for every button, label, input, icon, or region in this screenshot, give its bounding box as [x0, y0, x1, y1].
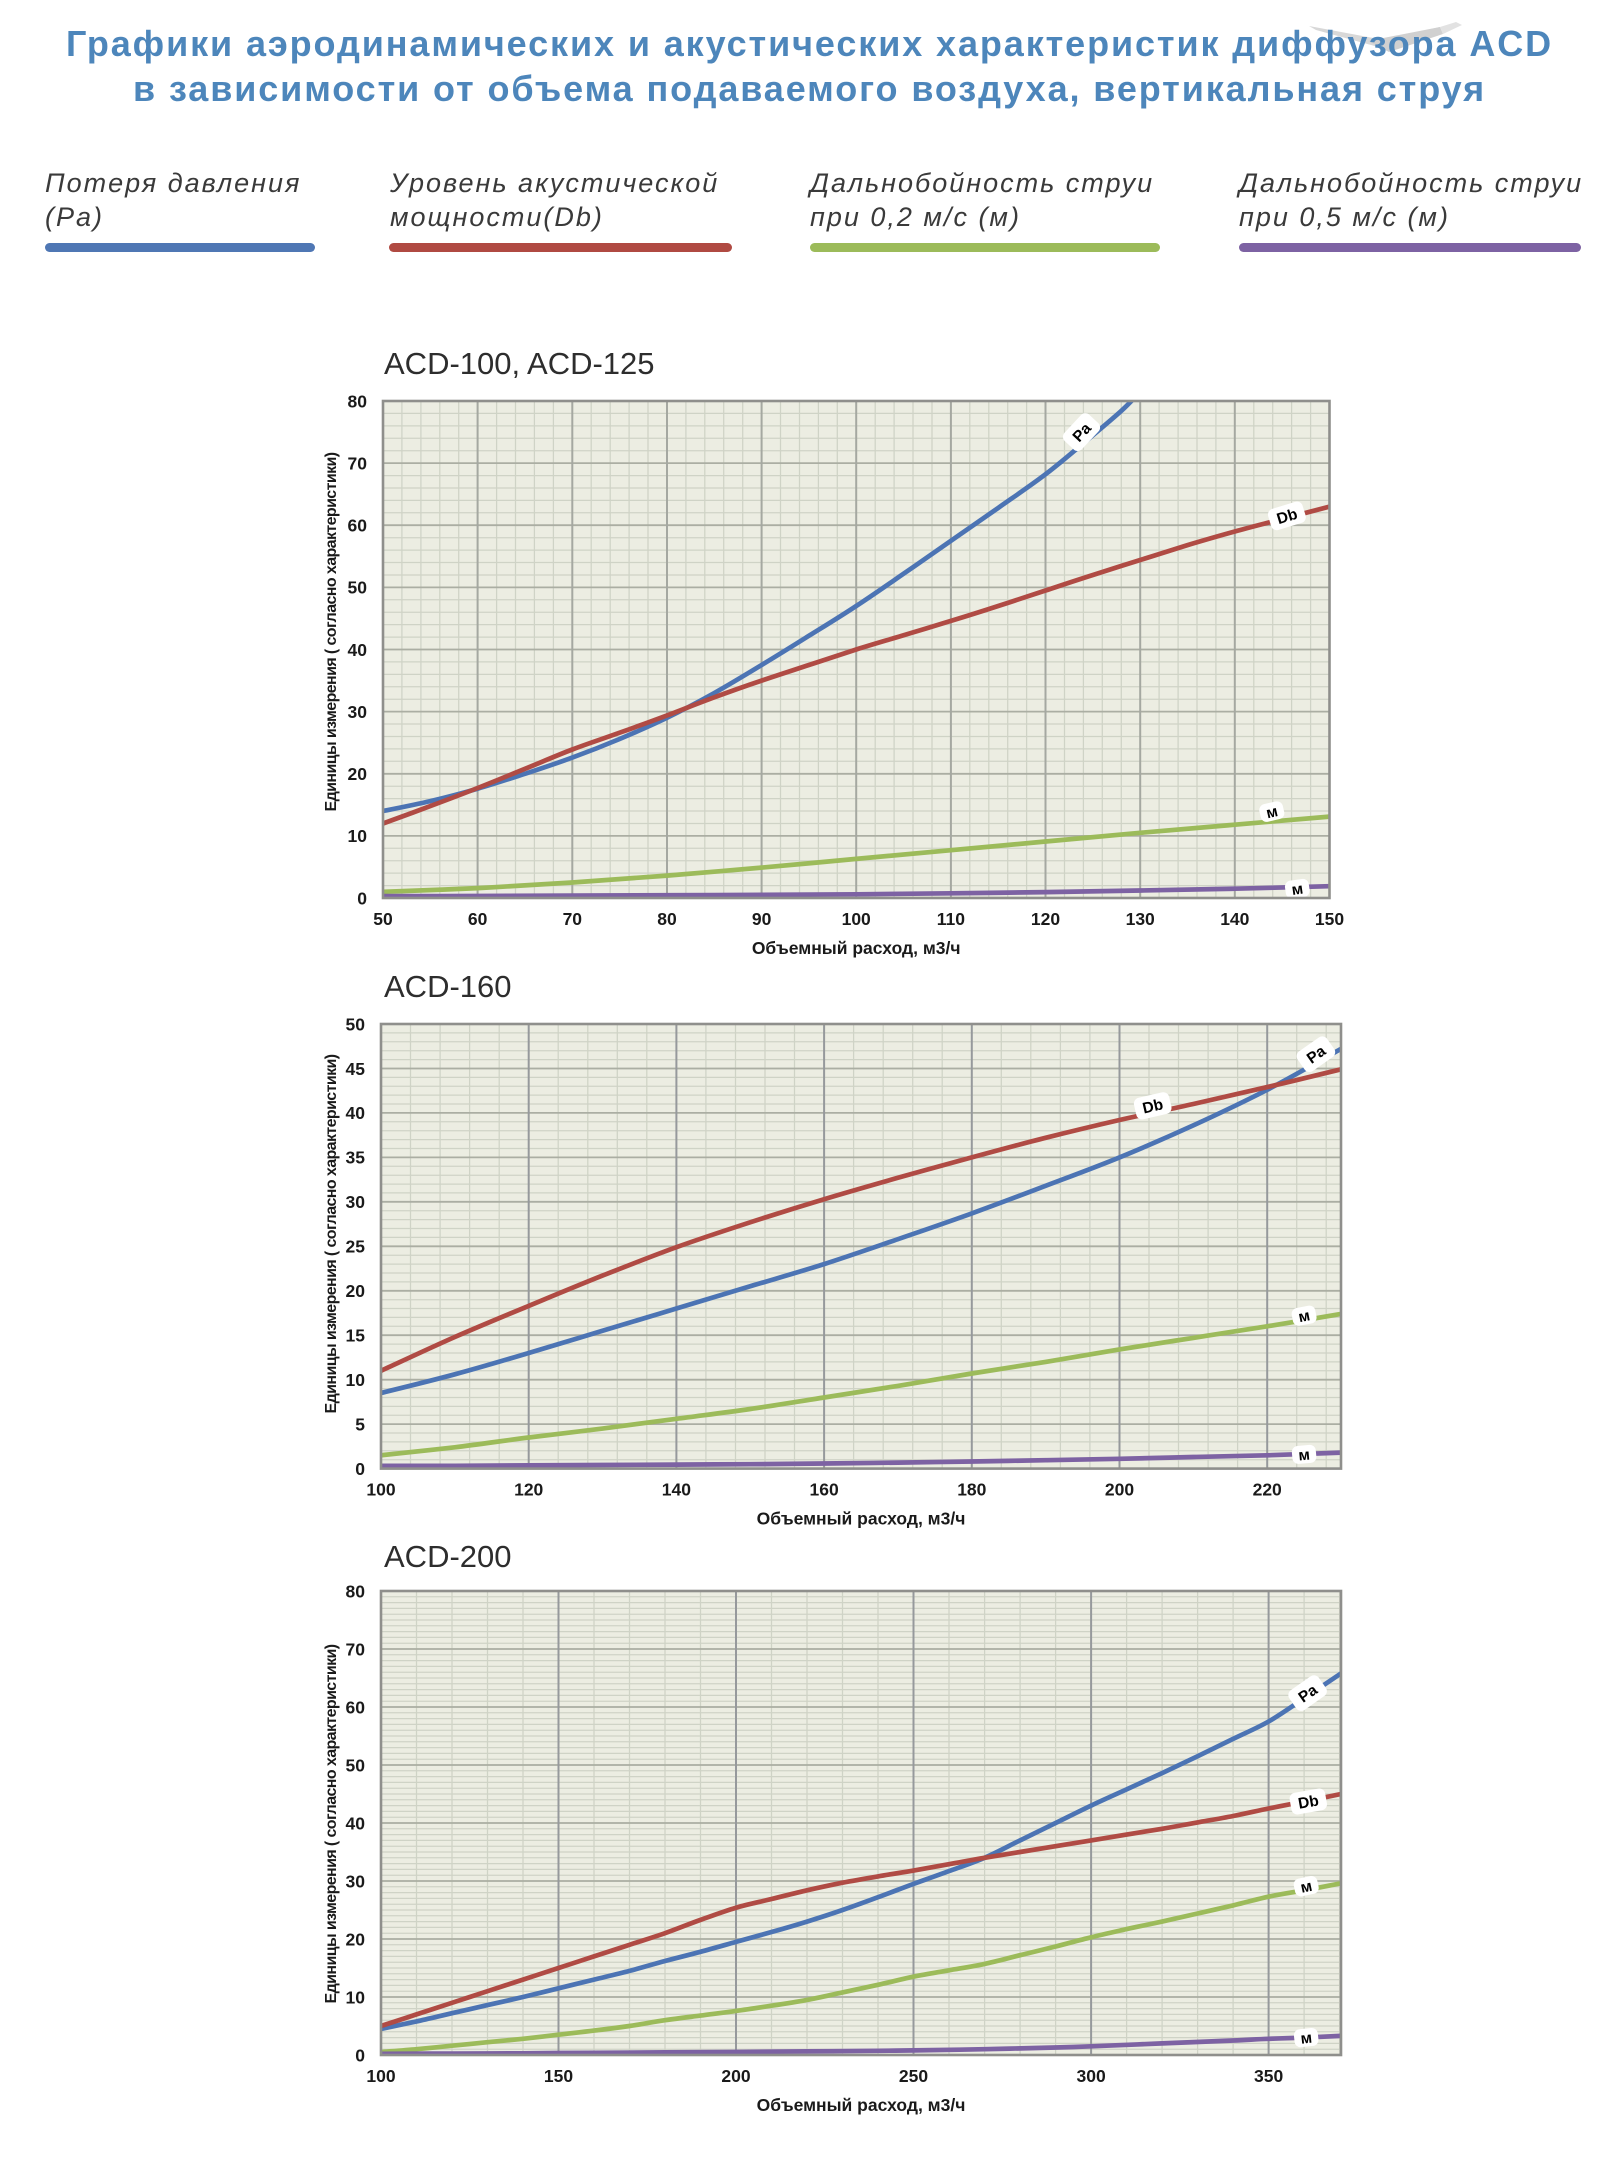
svg-text:30: 30: [346, 1871, 366, 1891]
svg-text:100: 100: [366, 2066, 395, 2086]
svg-text:15: 15: [346, 1326, 366, 1346]
svg-text:0: 0: [357, 888, 367, 908]
svg-text:50: 50: [346, 1014, 366, 1034]
svg-text:50: 50: [346, 1755, 366, 1775]
svg-text:200: 200: [721, 2066, 750, 2086]
svg-text:350: 350: [1254, 2066, 1283, 2086]
svg-text:40: 40: [348, 640, 368, 660]
svg-text:10: 10: [346, 1987, 366, 2007]
svg-text:40: 40: [346, 1813, 366, 1833]
svg-text:Единицы измерения ( согласно х: Единицы измерения ( согласно характерист…: [323, 452, 340, 811]
svg-text:90: 90: [752, 909, 772, 929]
svg-text:Объемный расход, м3/ч: Объемный расход, м3/ч: [757, 2095, 966, 2115]
svg-text:м: м: [1300, 2030, 1313, 2048]
svg-text:0: 0: [355, 2045, 365, 2065]
svg-text:80: 80: [657, 909, 677, 929]
svg-text:20: 20: [348, 764, 368, 784]
svg-text:м: м: [1291, 881, 1305, 899]
svg-text:80: 80: [348, 391, 368, 411]
svg-text:30: 30: [348, 702, 368, 722]
svg-text:10: 10: [348, 826, 368, 846]
svg-text:150: 150: [1315, 909, 1344, 929]
svg-text:м: м: [1299, 1878, 1314, 1897]
svg-text:60: 60: [348, 516, 368, 536]
svg-text:200: 200: [1105, 1480, 1134, 1500]
svg-text:Db: Db: [1275, 506, 1300, 528]
svg-text:50: 50: [373, 909, 393, 929]
svg-text:300: 300: [1076, 2066, 1105, 2086]
svg-text:20: 20: [346, 1929, 366, 1949]
svg-text:м: м: [1297, 1307, 1312, 1326]
svg-text:100: 100: [366, 1480, 395, 1500]
svg-text:40: 40: [346, 1103, 366, 1123]
svg-text:ACD-160: ACD-160: [384, 969, 512, 1004]
svg-text:Единицы измерения ( согласно х: Единицы измерения ( согласно характерист…: [323, 1644, 340, 2003]
svg-text:25: 25: [346, 1237, 366, 1257]
svg-text:150: 150: [544, 2066, 573, 2086]
svg-text:60: 60: [468, 909, 488, 929]
svg-text:70: 70: [346, 1639, 366, 1659]
svg-text:0: 0: [355, 1459, 365, 1479]
svg-text:20: 20: [346, 1281, 366, 1301]
svg-text:ACD-200: ACD-200: [384, 1539, 512, 1574]
svg-text:70: 70: [348, 453, 368, 473]
svg-text:45: 45: [346, 1059, 366, 1079]
svg-text:130: 130: [1126, 909, 1155, 929]
svg-text:250: 250: [899, 2066, 928, 2086]
svg-text:110: 110: [937, 909, 965, 929]
svg-text:50: 50: [348, 578, 368, 598]
svg-text:140: 140: [1220, 909, 1249, 929]
svg-text:м: м: [1265, 803, 1280, 822]
svg-text:180: 180: [957, 1480, 986, 1500]
svg-text:5: 5: [355, 1414, 365, 1434]
svg-text:60: 60: [346, 1697, 366, 1717]
svg-text:120: 120: [1031, 909, 1060, 929]
svg-text:160: 160: [809, 1480, 838, 1500]
svg-text:Объемный расход, м3/ч: Объемный расход, м3/ч: [757, 1509, 966, 1529]
svg-text:Db: Db: [1297, 1792, 1320, 1812]
svg-text:120: 120: [514, 1480, 543, 1500]
svg-text:10: 10: [346, 1370, 366, 1390]
svg-text:30: 30: [346, 1192, 366, 1212]
svg-text:м: м: [1298, 1447, 1311, 1465]
svg-text:35: 35: [346, 1148, 366, 1168]
svg-text:220: 220: [1253, 1480, 1282, 1500]
svg-text:Единицы измерения ( согласно х: Единицы измерения ( согласно характерист…: [323, 1054, 340, 1413]
svg-text:140: 140: [662, 1480, 691, 1500]
svg-text:Объемный расход, м3/ч: Объемный расход, м3/ч: [752, 938, 961, 958]
svg-text:80: 80: [346, 1581, 366, 1601]
svg-text:ACD-100, ACD-125: ACD-100, ACD-125: [384, 346, 655, 381]
svg-text:100: 100: [842, 909, 871, 929]
svg-text:70: 70: [563, 909, 583, 929]
svg-text:Db: Db: [1141, 1096, 1165, 1117]
